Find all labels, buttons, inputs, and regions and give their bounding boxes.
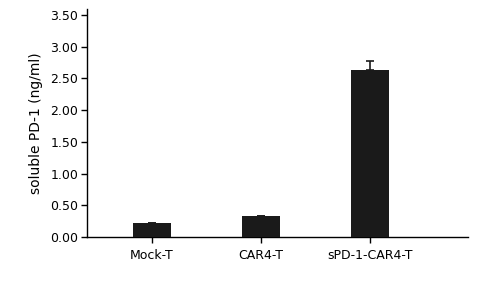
Bar	[133, 223, 171, 237]
Bar	[350, 70, 388, 237]
Y-axis label: soluble PD-1 (ng/ml): soluble PD-1 (ng/ml)	[29, 52, 43, 194]
Bar	[242, 216, 280, 237]
